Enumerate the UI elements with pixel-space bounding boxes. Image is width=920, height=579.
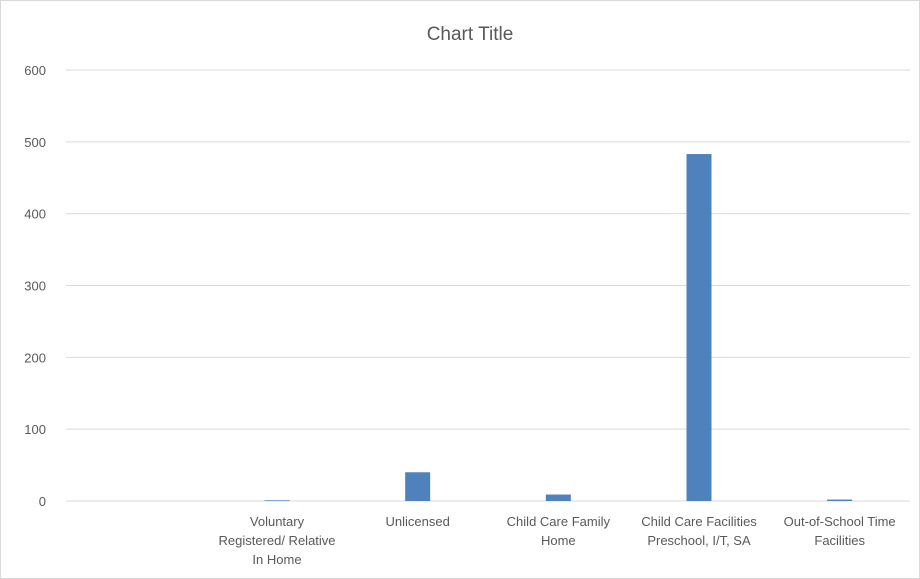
gridlines bbox=[66, 69, 910, 502]
bar bbox=[264, 500, 290, 501]
y-tick-label: 400 bbox=[24, 207, 46, 222]
x-axis-category-labels: Voluntary Registered/ Relative In Home Unli… bbox=[218, 514, 895, 567]
y-tick-label: 100 bbox=[24, 422, 46, 437]
bar bbox=[545, 494, 571, 501]
x-category-label: Unlicensed bbox=[386, 514, 450, 529]
bar bbox=[405, 472, 431, 501]
x-category-label: Child Care Facilities Preschool, I/T, SA bbox=[641, 514, 757, 548]
x-category-label: Out-of-School Time Facilities bbox=[784, 514, 896, 548]
bar bbox=[686, 154, 712, 502]
chart-title: Chart Title bbox=[427, 24, 514, 45]
y-axis-tick-labels: 0 100 200 300 400 500 600 bbox=[24, 63, 46, 509]
x-category-label: Voluntary Registered/ Relative In Home bbox=[218, 514, 335, 567]
bar bbox=[827, 499, 853, 501]
y-tick-label: 300 bbox=[24, 279, 46, 294]
x-category-label: Child Care Family Home bbox=[507, 514, 611, 548]
y-tick-label: 0 bbox=[39, 494, 46, 509]
y-tick-label: 600 bbox=[24, 63, 46, 78]
bars bbox=[264, 154, 853, 502]
y-tick-label: 500 bbox=[24, 135, 46, 150]
y-tick-label: 200 bbox=[24, 350, 46, 365]
